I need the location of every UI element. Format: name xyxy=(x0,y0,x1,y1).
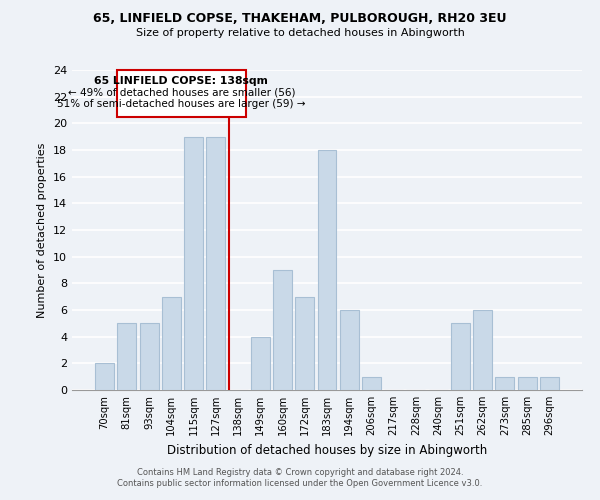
Bar xyxy=(95,364,114,390)
Bar xyxy=(451,324,470,390)
Bar xyxy=(496,376,514,390)
Bar xyxy=(118,324,136,390)
Bar xyxy=(340,310,359,390)
Text: Contains HM Land Registry data © Crown copyright and database right 2024.
Contai: Contains HM Land Registry data © Crown c… xyxy=(118,468,482,487)
Bar xyxy=(184,136,203,390)
Bar xyxy=(206,136,225,390)
Bar xyxy=(251,336,270,390)
Bar xyxy=(518,376,536,390)
Bar xyxy=(473,310,492,390)
Bar xyxy=(317,150,337,390)
X-axis label: Distribution of detached houses by size in Abingworth: Distribution of detached houses by size … xyxy=(167,444,487,456)
Text: 51% of semi-detached houses are larger (59) →: 51% of semi-detached houses are larger (… xyxy=(57,98,305,108)
Bar xyxy=(273,270,292,390)
Bar xyxy=(540,376,559,390)
Text: 65 LINFIELD COPSE: 138sqm: 65 LINFIELD COPSE: 138sqm xyxy=(94,76,268,86)
Bar xyxy=(295,296,314,390)
Text: 65, LINFIELD COPSE, THAKEHAM, PULBOROUGH, RH20 3EU: 65, LINFIELD COPSE, THAKEHAM, PULBOROUGH… xyxy=(93,12,507,26)
Bar xyxy=(362,376,381,390)
Text: Size of property relative to detached houses in Abingworth: Size of property relative to detached ho… xyxy=(136,28,464,38)
Bar xyxy=(162,296,181,390)
FancyBboxPatch shape xyxy=(117,70,246,116)
Text: ← 49% of detached houses are smaller (56): ← 49% of detached houses are smaller (56… xyxy=(68,88,295,98)
Y-axis label: Number of detached properties: Number of detached properties xyxy=(37,142,47,318)
Bar xyxy=(140,324,158,390)
